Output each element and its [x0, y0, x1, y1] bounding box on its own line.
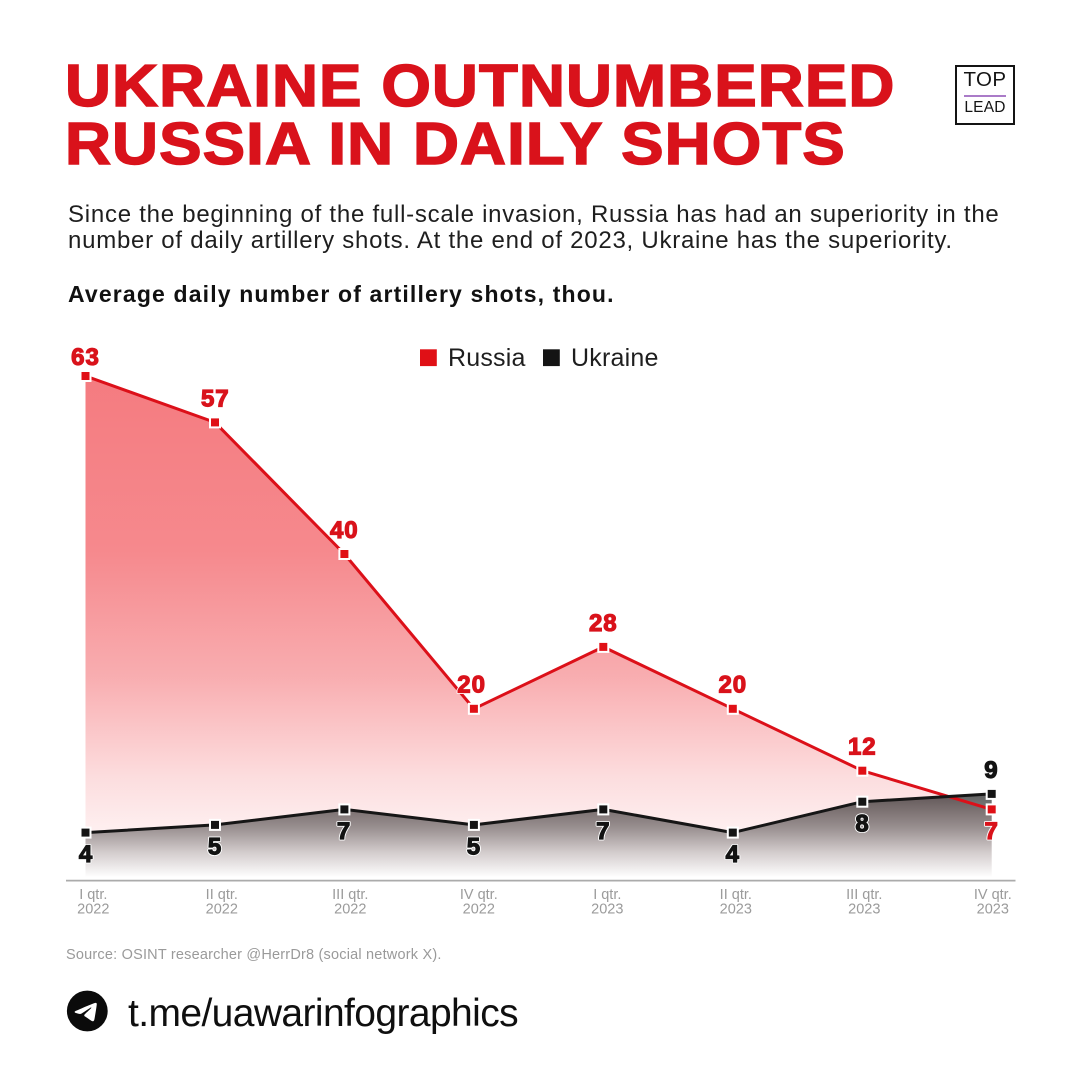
svg-text:2023: 2023: [848, 902, 880, 918]
svg-text:5: 5: [467, 833, 481, 860]
svg-text:III qtr.: III qtr.: [332, 887, 368, 903]
svg-text:20: 20: [718, 672, 747, 699]
svg-text:4: 4: [79, 841, 93, 868]
svg-text:63: 63: [71, 344, 100, 371]
svg-text:2023: 2023: [720, 902, 752, 918]
svg-text:28: 28: [589, 610, 618, 637]
svg-text:2022: 2022: [206, 902, 238, 918]
svg-text:9: 9: [984, 757, 998, 784]
svg-text:7: 7: [337, 818, 351, 845]
svg-text:40: 40: [330, 517, 359, 544]
svg-text:9: 9: [984, 757, 998, 784]
svg-text:7: 7: [337, 818, 351, 845]
svg-text:20: 20: [457, 672, 486, 699]
svg-text:II qtr.: II qtr.: [206, 887, 238, 903]
svg-text:2022: 2022: [77, 902, 109, 918]
svg-text:4: 4: [79, 841, 93, 868]
svg-text:2023: 2023: [591, 902, 623, 918]
svg-text:5: 5: [208, 833, 222, 860]
svg-text:7: 7: [596, 818, 610, 845]
svg-text:2023: 2023: [977, 902, 1009, 918]
svg-text:12: 12: [848, 734, 877, 761]
svg-text:8: 8: [855, 810, 869, 837]
svg-text:20: 20: [457, 672, 486, 699]
svg-text:7: 7: [985, 818, 999, 845]
svg-text:57: 57: [201, 385, 230, 412]
svg-text:40: 40: [330, 517, 359, 544]
svg-text:2022: 2022: [334, 902, 366, 918]
svg-text:5: 5: [208, 833, 222, 860]
svg-text:7: 7: [985, 818, 999, 845]
svg-text:28: 28: [589, 610, 618, 637]
svg-text:5: 5: [467, 833, 481, 860]
svg-text:7: 7: [596, 818, 610, 845]
svg-text:63: 63: [71, 344, 100, 371]
svg-text:II qtr.: II qtr.: [720, 887, 752, 903]
svg-text:12: 12: [848, 734, 877, 761]
svg-text:I qtr.: I qtr.: [593, 887, 621, 903]
svg-text:IV qtr.: IV qtr.: [460, 887, 498, 903]
svg-text:20: 20: [718, 672, 747, 699]
svg-text:2022: 2022: [463, 902, 495, 918]
svg-text:4: 4: [726, 841, 740, 868]
svg-text:IV qtr.: IV qtr.: [974, 887, 1012, 903]
svg-text:III qtr.: III qtr.: [846, 887, 882, 903]
svg-text:I qtr.: I qtr.: [79, 887, 107, 903]
svg-text:Russia: Russia: [448, 344, 526, 372]
svg-text:8: 8: [855, 810, 869, 837]
svg-text:57: 57: [201, 385, 230, 412]
svg-text:4: 4: [726, 841, 740, 868]
svg-text:Ukraine: Ukraine: [571, 344, 659, 372]
